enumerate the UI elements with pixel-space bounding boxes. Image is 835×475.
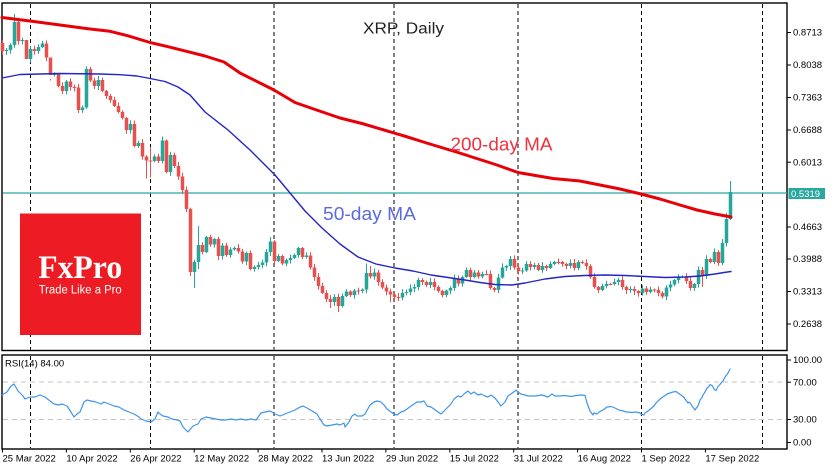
svg-text:XRP, Daily: XRP, Daily <box>363 21 444 38</box>
svg-text:30.00: 30.00 <box>793 415 817 426</box>
svg-text:FxPro: FxPro <box>38 250 122 286</box>
svg-text:29 Jun 2022: 29 Jun 2022 <box>386 454 438 465</box>
svg-text:15 Jul 2022: 15 Jul 2022 <box>450 454 499 465</box>
svg-text:Trade Like a Pro: Trade Like a Pro <box>39 285 122 297</box>
svg-text:0.5319: 0.5319 <box>791 189 820 200</box>
svg-text:200-day MA: 200-day MA <box>451 135 553 155</box>
svg-text:50-day MA: 50-day MA <box>323 204 416 224</box>
svg-text:28 May 2022: 28 May 2022 <box>258 454 313 465</box>
svg-text:17 Sep 2022: 17 Sep 2022 <box>705 454 759 465</box>
svg-text:100.00: 100.00 <box>793 355 822 366</box>
svg-text:0.8713: 0.8713 <box>793 28 822 39</box>
svg-text:0.2638: 0.2638 <box>793 319 822 330</box>
svg-text:1 Sep 2022: 1 Sep 2022 <box>642 454 691 465</box>
svg-text:0.7363: 0.7363 <box>793 93 822 104</box>
svg-text:0.3313: 0.3313 <box>793 287 822 298</box>
svg-text:RSI(14) 84.00: RSI(14) 84.00 <box>5 359 64 370</box>
svg-text:13 Jun 2022: 13 Jun 2022 <box>322 454 374 465</box>
svg-text:0.3988: 0.3988 <box>793 254 822 265</box>
svg-text:70.00: 70.00 <box>793 377 817 388</box>
svg-text:12 May 2022: 12 May 2022 <box>194 454 249 465</box>
svg-text:0.00: 0.00 <box>793 438 812 449</box>
svg-text:0.8038: 0.8038 <box>793 60 822 71</box>
svg-text:0.6688: 0.6688 <box>793 125 822 136</box>
svg-text:26 Apr 2022: 26 Apr 2022 <box>130 454 181 465</box>
svg-text:25 Mar 2022: 25 Mar 2022 <box>3 454 56 465</box>
svg-text:10 Apr 2022: 10 Apr 2022 <box>66 454 117 465</box>
svg-text:0.4663: 0.4663 <box>793 222 822 233</box>
svg-text:31 Jul 2022: 31 Jul 2022 <box>514 454 563 465</box>
svg-text:0.6013: 0.6013 <box>793 157 822 168</box>
svg-text:16 Aug 2022: 16 Aug 2022 <box>578 454 631 465</box>
